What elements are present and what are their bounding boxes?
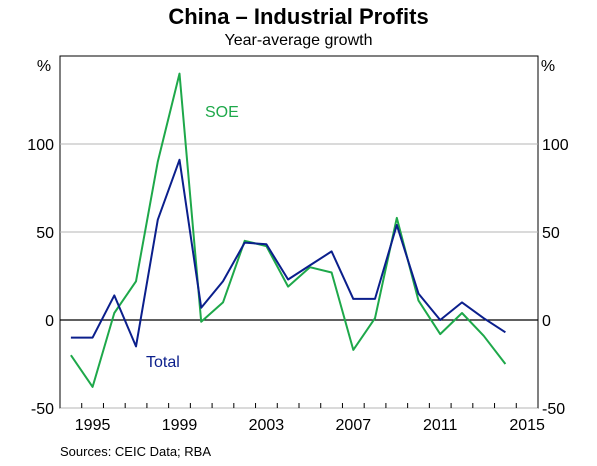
y-tick-label-left: 0 bbox=[45, 313, 54, 330]
y-tick-label-left: 100 bbox=[27, 137, 54, 154]
chart-title: China – Industrial Profits bbox=[168, 4, 429, 29]
series-label-total: Total bbox=[146, 354, 180, 371]
y-axis-unit-right: % bbox=[541, 58, 555, 75]
series-line-total bbox=[70, 158, 506, 348]
chart-source: Sources: CEIC Data; RBA bbox=[60, 444, 211, 459]
y-tick-label-left: 50 bbox=[36, 225, 54, 242]
series-line-soe bbox=[70, 72, 507, 388]
x-tick-label: 1999 bbox=[162, 417, 198, 434]
chart-subtitle: Year-average growth bbox=[224, 32, 373, 49]
x-tick-label: 2007 bbox=[336, 417, 372, 434]
axis-layer: -50 -50 0 0 50 50 100 100 1995 1999 2003 2007 2011 20… bbox=[27, 137, 569, 434]
y-tick-label-left: -50 bbox=[31, 401, 54, 418]
series-layer bbox=[70, 72, 507, 388]
y-tick-label-right: 50 bbox=[542, 225, 560, 242]
series-label-soe: SOE bbox=[205, 104, 239, 121]
y-tick-label-right: 100 bbox=[542, 137, 569, 154]
y-tick-label-right: 0 bbox=[542, 313, 551, 330]
x-tick-label: 2011 bbox=[423, 417, 458, 434]
x-tick-label: 2015 bbox=[509, 417, 545, 434]
x-tick-label: 2003 bbox=[249, 417, 285, 434]
y-tick-label-right: -50 bbox=[542, 401, 565, 418]
x-tick-label: 1995 bbox=[75, 417, 111, 434]
y-axis-unit-left: % bbox=[37, 58, 51, 75]
